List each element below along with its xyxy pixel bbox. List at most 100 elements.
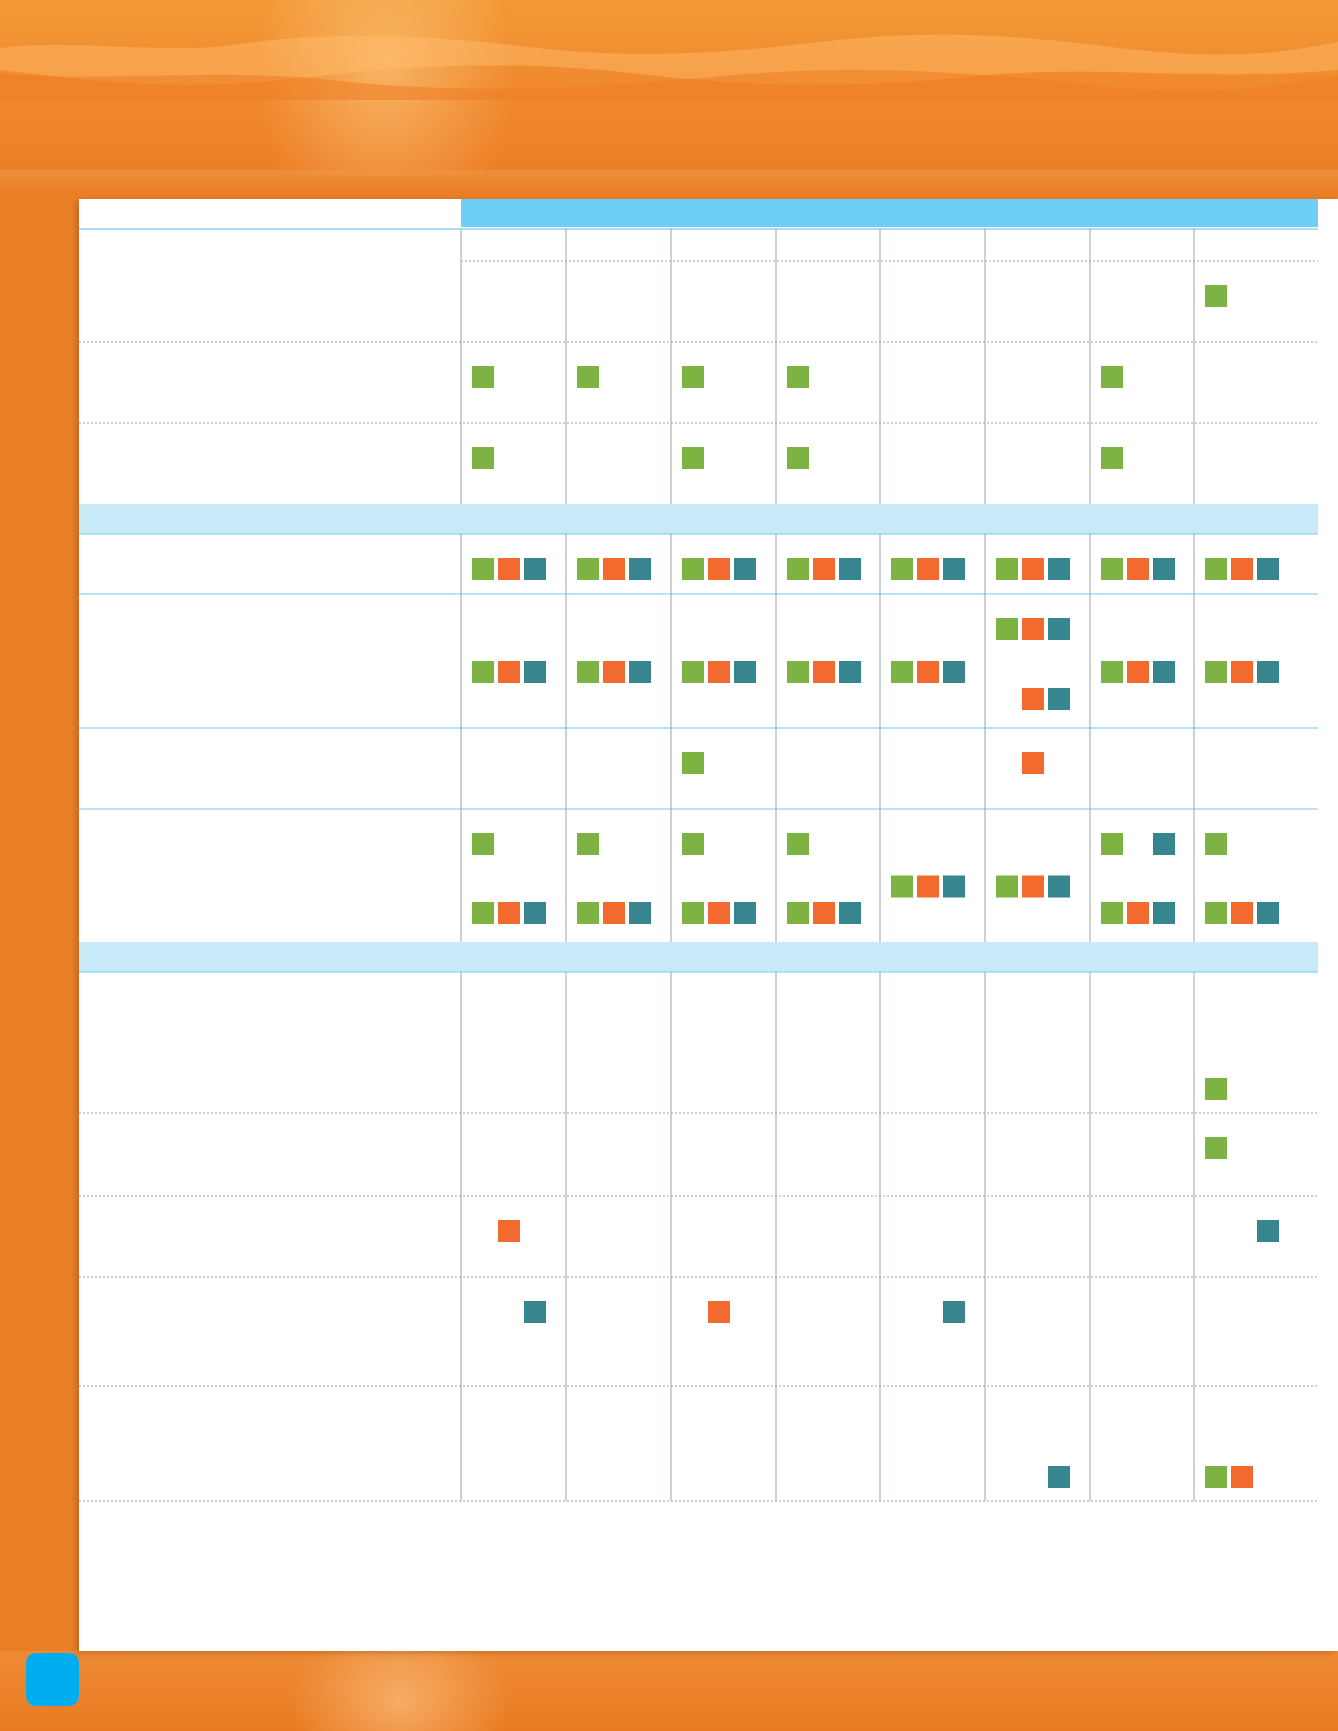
marker-orange-r5-c5 xyxy=(1022,752,1044,774)
marker-teal-r10-c0 xyxy=(524,1301,546,1323)
marker-orange-r6-c7 xyxy=(1231,902,1253,924)
marker-teal-r4-c3 xyxy=(839,661,861,683)
marker-orange-r11-c7 xyxy=(1231,1466,1253,1488)
marker-green-r11-c7 xyxy=(1205,1466,1227,1488)
marker-teal-r6-c6 xyxy=(1153,902,1175,924)
marker-green-r3-c5 xyxy=(996,558,1018,580)
banner-shadow xyxy=(0,170,1338,192)
marker-teal-r3-c0 xyxy=(524,558,546,580)
marker-teal-r6-c6 xyxy=(1153,833,1175,855)
marker-green-r1-c6 xyxy=(1101,366,1123,388)
marker-teal-r4-c7 xyxy=(1257,661,1279,683)
marker-green-r4-c3 xyxy=(787,661,809,683)
marker-green-r3-c7 xyxy=(1205,558,1227,580)
marker-orange-r6-c0 xyxy=(498,902,520,924)
marker-green-r6-c0 xyxy=(472,833,494,855)
marker-green-r6-c5 xyxy=(996,875,1018,898)
marker-orange-r6-c3 xyxy=(813,902,835,924)
marker-orange-r3-c2 xyxy=(708,558,730,580)
marker-green-r3-c4 xyxy=(891,558,913,580)
marker-orange-r4-c5 xyxy=(1022,688,1044,710)
marker-teal-r3-c5 xyxy=(1048,558,1070,580)
marker-green-r3-c6 xyxy=(1101,558,1123,580)
marker-green-r4-c5 xyxy=(996,618,1018,640)
marker-orange-r3-c4 xyxy=(917,558,939,580)
marker-green-r3-c3 xyxy=(787,558,809,580)
marker-green-r6-c0 xyxy=(472,902,494,924)
header-banner xyxy=(0,0,1338,176)
marker-green-r6-c7 xyxy=(1205,902,1227,924)
marker-green-r6-c3 xyxy=(787,833,809,855)
marker-green-r8-c7 xyxy=(1205,1137,1227,1159)
marker-teal-r4-c0 xyxy=(524,661,546,683)
marker-orange-r4-c2 xyxy=(708,661,730,683)
marker-teal-r3-c3 xyxy=(839,558,861,580)
marker-teal-r6-c3 xyxy=(839,902,861,924)
marker-green-r2-c6 xyxy=(1101,447,1123,469)
marker-orange-r3-c1 xyxy=(603,558,625,580)
marker-layer xyxy=(472,285,1279,1488)
marker-green-r5-c2 xyxy=(682,752,704,774)
marker-orange-r6-c5 xyxy=(1022,875,1044,898)
marker-teal-r4-c5 xyxy=(1048,618,1070,640)
marker-teal-r3-c6 xyxy=(1153,558,1175,580)
marker-teal-r4-c6 xyxy=(1153,661,1175,683)
marker-orange-r6-c6 xyxy=(1127,902,1149,924)
marker-orange-r4-c4 xyxy=(917,661,939,683)
page-number-tab xyxy=(26,1653,79,1706)
marker-green-r6-c3 xyxy=(787,902,809,924)
marker-green-r1-c3 xyxy=(787,366,809,388)
marker-teal-r9-c7 xyxy=(1257,1220,1279,1242)
marker-green-r6-c4 xyxy=(891,875,913,898)
marker-green-r1-c2 xyxy=(682,366,704,388)
marker-green-r4-c2 xyxy=(682,661,704,683)
marker-teal-r3-c2 xyxy=(734,558,756,580)
marker-green-r4-c4 xyxy=(891,661,913,683)
marker-green-r4-c0 xyxy=(472,661,494,683)
marker-green-r6-c2 xyxy=(682,833,704,855)
marker-orange-r9-c0 xyxy=(498,1220,520,1242)
marker-green-r0-c7 xyxy=(1205,285,1227,307)
section-band-1 xyxy=(79,504,1318,534)
marker-orange-r3-c3 xyxy=(813,558,835,580)
marker-green-r4-c7 xyxy=(1205,661,1227,683)
marker-green-r2-c2 xyxy=(682,447,704,469)
marker-teal-r3-c7 xyxy=(1257,558,1279,580)
marker-orange-r4-c6 xyxy=(1127,661,1149,683)
marker-green-r6-c1 xyxy=(577,902,599,924)
marker-orange-r4-c7 xyxy=(1231,661,1253,683)
marker-green-r3-c0 xyxy=(472,558,494,580)
marker-green-r4-c1 xyxy=(577,661,599,683)
marker-green-r2-c0 xyxy=(472,447,494,469)
marker-green-r2-c3 xyxy=(787,447,809,469)
marker-orange-r6-c1 xyxy=(603,902,625,924)
footer-band xyxy=(0,1651,1338,1731)
marker-orange-r4-c1 xyxy=(603,661,625,683)
marker-green-r1-c1 xyxy=(577,366,599,388)
marker-orange-r4-c3 xyxy=(813,661,835,683)
marker-teal-r6-c5 xyxy=(1048,875,1070,898)
marker-green-r6-c7 xyxy=(1205,833,1227,855)
marker-green-r4-c6 xyxy=(1101,661,1123,683)
marker-green-r3-c2 xyxy=(682,558,704,580)
marker-teal-r6-c2 xyxy=(734,902,756,924)
marker-teal-r6-c1 xyxy=(629,902,651,924)
marker-green-r3-c1 xyxy=(577,558,599,580)
marker-teal-r3-c4 xyxy=(943,558,965,580)
marker-teal-r3-c1 xyxy=(629,558,651,580)
correlation-grid xyxy=(79,199,1318,1502)
marker-teal-r10-c4 xyxy=(943,1301,965,1323)
marker-teal-r4-c4 xyxy=(943,661,965,683)
marker-green-r6-c6 xyxy=(1101,902,1123,924)
marker-teal-r4-c1 xyxy=(629,661,651,683)
marker-orange-r6-c4 xyxy=(917,875,939,898)
correlation-table-panel xyxy=(79,199,1338,1651)
banner-wave-decoration xyxy=(0,34,1338,100)
marker-green-r6-c6 xyxy=(1101,833,1123,855)
marker-teal-r6-c7 xyxy=(1257,902,1279,924)
marker-orange-r4-c0 xyxy=(498,661,520,683)
marker-teal-r4-c5 xyxy=(1048,688,1070,710)
marker-green-r6-c1 xyxy=(577,833,599,855)
marker-orange-r3-c0 xyxy=(498,558,520,580)
marker-orange-r3-c7 xyxy=(1231,558,1253,580)
